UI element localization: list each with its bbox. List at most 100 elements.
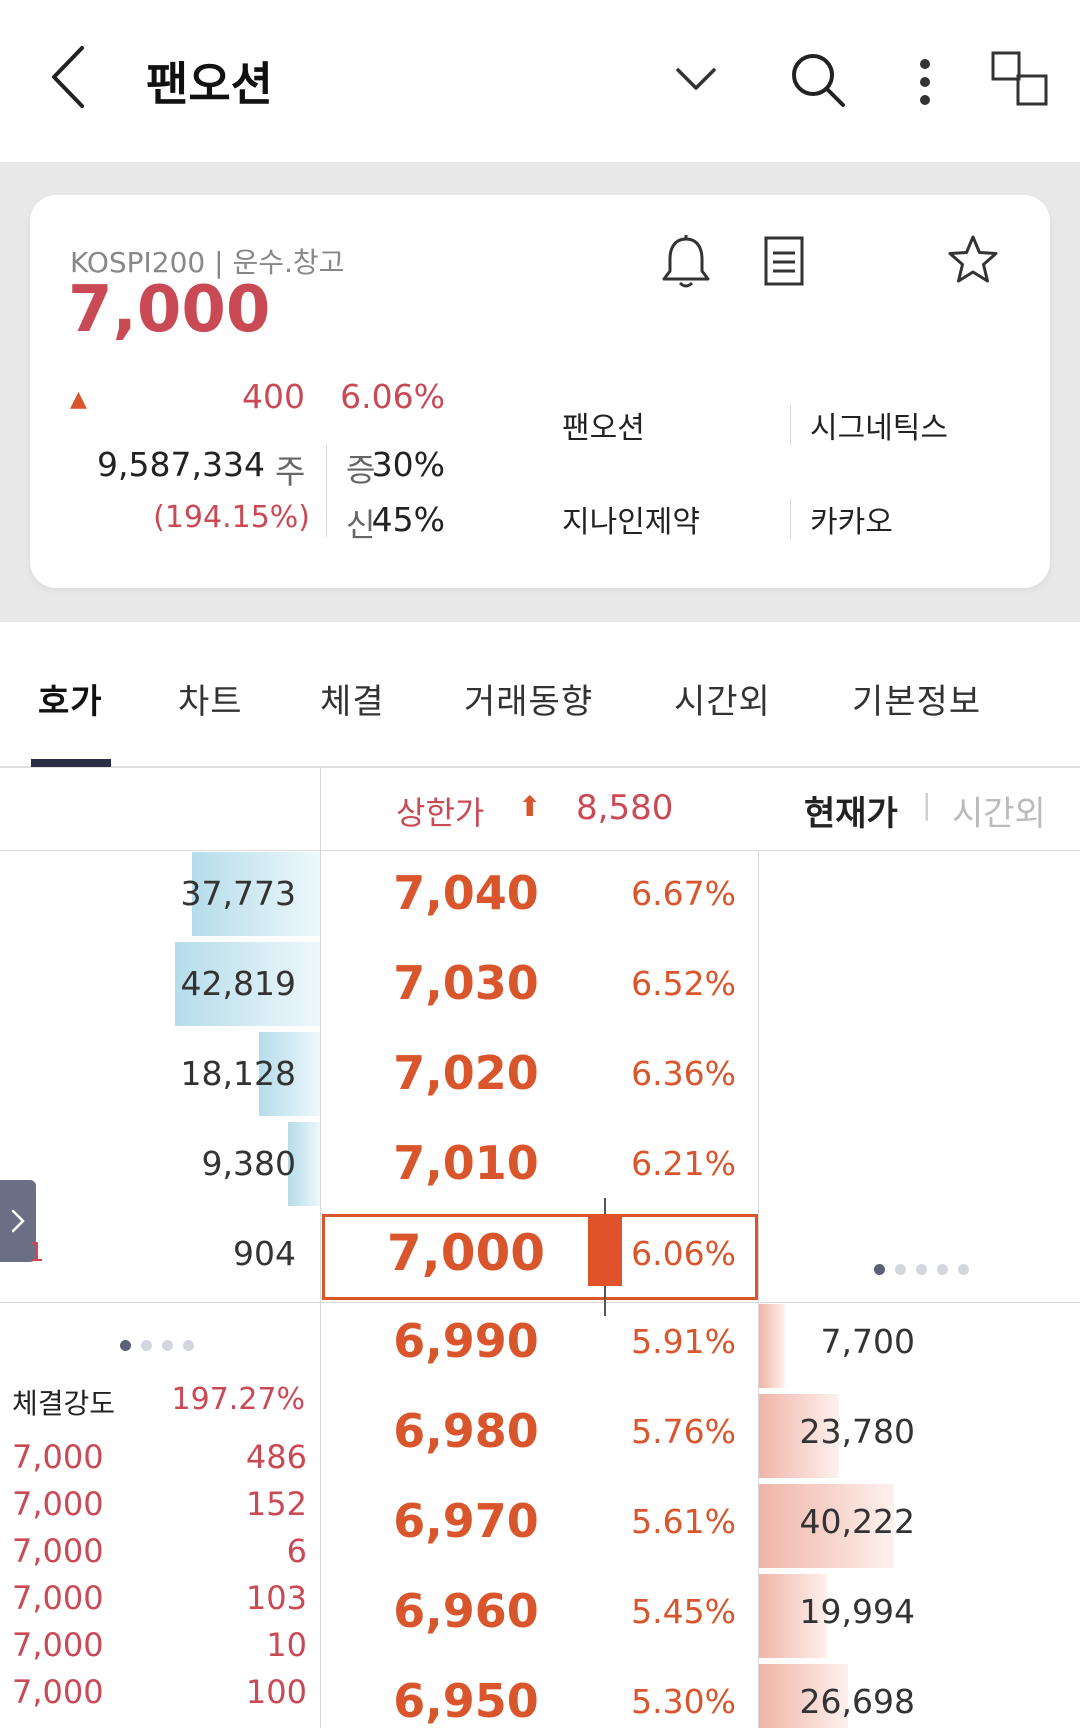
- bid-qty-4: 19,994: [799, 1592, 915, 1631]
- related-stock-1[interactable]: 팬오션: [562, 411, 645, 446]
- tab-trades[interactable]: 체결: [320, 682, 385, 722]
- page-dot-right-3[interactable]: [916, 1264, 927, 1275]
- ask-volume-bar: [192, 852, 320, 936]
- ask-qty-1: 37,773: [180, 874, 296, 913]
- ask-pct-5: 6.06%: [631, 1234, 736, 1273]
- side-panel-handle[interactable]: [0, 1180, 36, 1262]
- ask-qty-5: 904: [233, 1234, 296, 1273]
- bid-qty-3: 40,222: [799, 1502, 915, 1541]
- tick-row: 7,000 10: [12, 1626, 307, 1672]
- ask-price-2[interactable]: 7,030: [393, 956, 539, 1010]
- strength-value: 197.27%: [171, 1382, 305, 1417]
- page-dot-right-2[interactable]: [895, 1264, 906, 1275]
- orderbook: 상한가 ⬆ 8,580 현재가 | 시간외 37,773 7,040 6.67%…: [0, 768, 1080, 1728]
- ask-qty-4: 9,380: [201, 1144, 296, 1183]
- tab-trading-trend[interactable]: 거래동향: [464, 682, 594, 722]
- tick-qty: 10: [266, 1626, 307, 1664]
- bid-pct-3: 5.61%: [631, 1502, 736, 1541]
- page-dot-left-4[interactable]: [183, 1340, 194, 1351]
- margin-label-1: 증: [346, 451, 376, 489]
- tick-row: 7,000 6: [12, 1532, 307, 1578]
- ask-volume-bar: [259, 1032, 320, 1116]
- ask-pct-1: 6.67%: [631, 874, 736, 913]
- window-switch-icon[interactable]: [990, 50, 1050, 110]
- ask-volume-bar: [288, 1122, 320, 1206]
- upper-limit-arrow-icon: ⬆: [518, 790, 542, 823]
- related-stock-3[interactable]: 지나인제약: [562, 505, 700, 540]
- view-after-hours-toggle[interactable]: 시간외: [952, 794, 1046, 834]
- page-dot-right-5[interactable]: [958, 1264, 969, 1275]
- ask-qty-3: 18,128: [180, 1054, 296, 1093]
- tick-qty: 152: [245, 1485, 307, 1523]
- memo-icon[interactable]: [762, 235, 806, 287]
- tick-price: 7,000: [12, 1626, 104, 1664]
- ask-pct-2: 6.52%: [631, 964, 736, 1003]
- tick-row: 7,000 100: [12, 1673, 307, 1719]
- view-current-price-toggle[interactable]: 현재가: [804, 794, 898, 834]
- stock-summary-card: KOSPI200 | 운수.창고 7,000 ▲ 400 6.06% 9,587…: [30, 195, 1050, 588]
- page-title: 팬오션: [146, 57, 273, 111]
- related-stock-2[interactable]: 시그네틱스: [810, 411, 948, 446]
- bid-qty-1: 7,700: [820, 1322, 915, 1361]
- tick-row: 7,000 103: [12, 1579, 307, 1625]
- strength-label: 체결강도: [12, 1387, 116, 1420]
- current-price-highlight: [322, 1214, 758, 1300]
- bid-qty-5: 26,698: [799, 1682, 915, 1721]
- page-dot-left-2[interactable]: [141, 1340, 152, 1351]
- search-icon[interactable]: [788, 50, 848, 110]
- tick-qty: 103: [245, 1579, 307, 1617]
- back-icon[interactable]: [44, 42, 94, 112]
- orderbook-mid-line: [0, 1302, 1080, 1303]
- orderbook-header-line: [0, 850, 1080, 851]
- page-dot-left-3[interactable]: [162, 1340, 173, 1351]
- tick-price: 7,000: [12, 1579, 104, 1617]
- chevron-down-icon[interactable]: [674, 64, 718, 94]
- change-amount: 400: [242, 377, 305, 416]
- tick-price: 7,000: [12, 1485, 104, 1523]
- active-tab-indicator: [31, 759, 111, 767]
- bid-price-1[interactable]: 6,990: [393, 1314, 539, 1368]
- tab-basic-info[interactable]: 기본정보: [852, 682, 982, 722]
- tick-price: 7,000: [12, 1438, 104, 1476]
- related-divider-1: [790, 405, 791, 445]
- bid-volume-bar: [759, 1574, 827, 1658]
- bid-price-3[interactable]: 6,970: [393, 1494, 539, 1548]
- ask-volume-bar: [175, 942, 320, 1026]
- volume-ratio: (194.15%): [153, 500, 310, 535]
- ask-price-5[interactable]: 7,000: [386, 1224, 546, 1282]
- bid-price-4[interactable]: 6,960: [393, 1584, 539, 1638]
- orderbook-col-divider-1: [320, 768, 321, 1728]
- tab-bar: 호가 차트 체결 거래동향 시간외 기본정보: [0, 622, 1080, 768]
- view-toggle-separator: |: [922, 788, 932, 821]
- related-stock-4[interactable]: 카카오: [810, 505, 893, 540]
- page-dot-right-1[interactable]: [874, 1264, 885, 1275]
- margin-value-1: 30%: [371, 445, 445, 484]
- tab-after-hours[interactable]: 시간외: [674, 682, 771, 722]
- bid-price-2[interactable]: 6,980: [393, 1404, 539, 1458]
- tick-row: 7,000 486: [12, 1438, 307, 1484]
- page-dot-left-1[interactable]: [120, 1340, 131, 1351]
- tick-qty: 6: [286, 1532, 307, 1570]
- volume-unit: 주: [275, 452, 306, 491]
- current-price: 7,000: [68, 273, 271, 347]
- ask-price-1[interactable]: 7,040: [393, 866, 539, 920]
- volume-divider: [326, 445, 327, 537]
- bid-qty-2: 23,780: [799, 1412, 915, 1451]
- ask-price-4[interactable]: 7,010: [393, 1136, 539, 1190]
- bid-pct-1: 5.91%: [631, 1322, 736, 1361]
- bid-price-5[interactable]: 6,950: [393, 1674, 539, 1728]
- tick-price: 7,000: [12, 1532, 104, 1570]
- page-dot-right-4[interactable]: [937, 1264, 948, 1275]
- bid-volume-bar: [759, 1664, 848, 1728]
- bell-icon[interactable]: [658, 233, 714, 291]
- top-bar: 팬오션: [0, 0, 1080, 162]
- star-icon[interactable]: [946, 233, 1000, 287]
- side-marker: 1: [28, 1238, 45, 1268]
- tab-orderbook[interactable]: 호가: [38, 682, 103, 722]
- bid-volume-bar: [759, 1304, 785, 1388]
- more-vertical-icon[interactable]: [912, 56, 938, 108]
- tick-row: 7,000 152: [12, 1485, 307, 1531]
- ask-price-3[interactable]: 7,020: [393, 1046, 539, 1100]
- change-percent: 6.06%: [340, 377, 445, 416]
- tab-chart[interactable]: 차트: [178, 682, 243, 722]
